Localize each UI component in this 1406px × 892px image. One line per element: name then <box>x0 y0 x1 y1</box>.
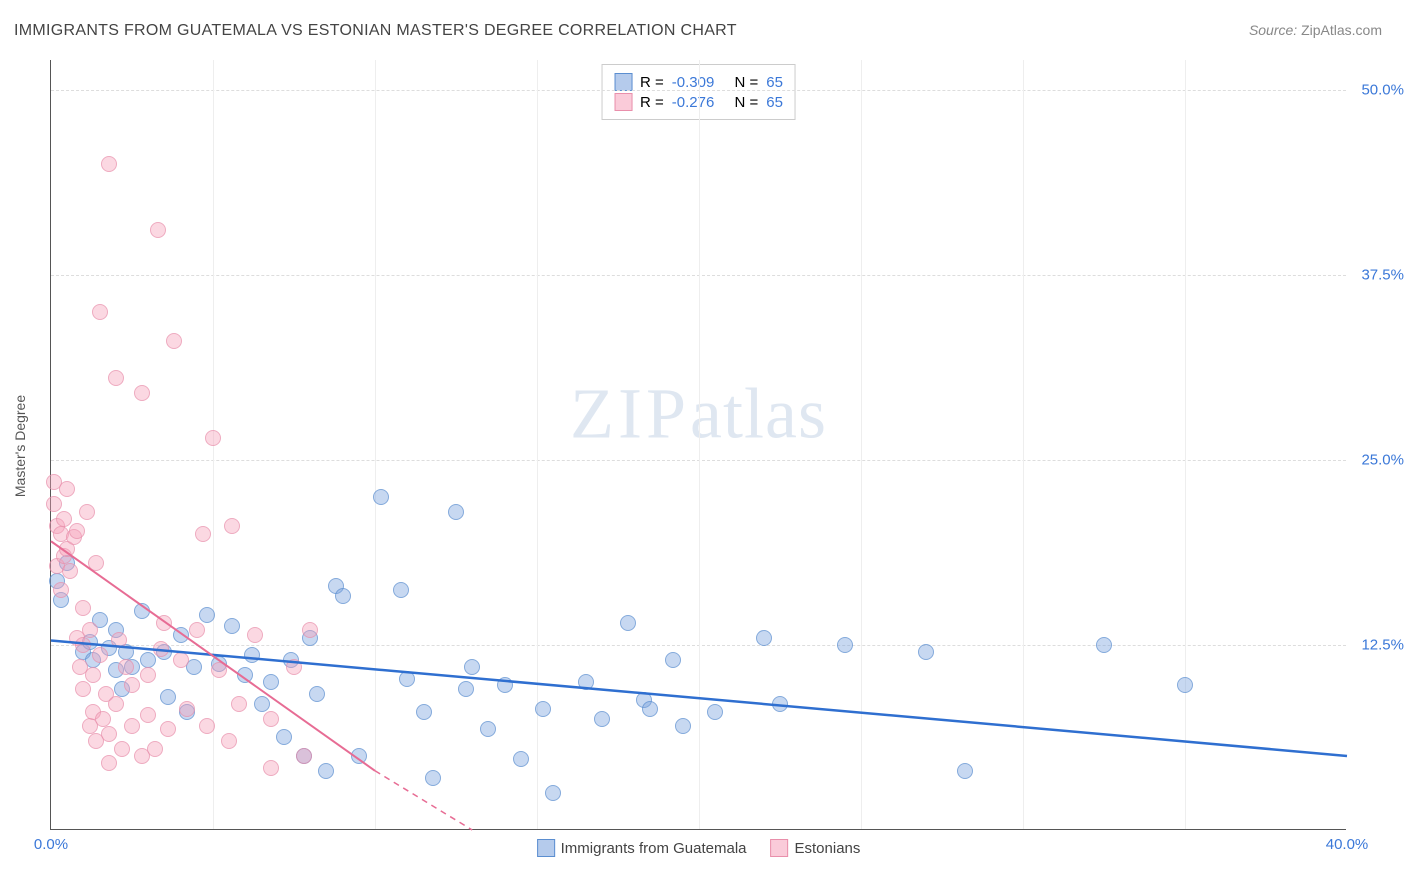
y-tick-label: 37.5% <box>1352 266 1404 283</box>
trend-lines <box>51 60 1347 830</box>
source-label: Source: <box>1249 22 1297 38</box>
y-tick-label: 25.0% <box>1352 451 1404 468</box>
y-tick-label: 12.5% <box>1352 636 1404 653</box>
swatch-bottom-1 <box>771 839 789 857</box>
legend-item-0: Immigrants from Guatemala <box>537 839 747 857</box>
legend-series: Immigrants from Guatemala Estonians <box>537 839 861 857</box>
x-tick-label: 40.0% <box>1326 836 1369 853</box>
legend-label-1: Estonians <box>795 840 861 857</box>
swatch-bottom-0 <box>537 839 555 857</box>
plot-area: ZIPatlas R = -0.309 N = 65 R = -0.276 N … <box>50 60 1346 830</box>
legend-item-1: Estonians <box>771 839 861 857</box>
source-attribution: Source: ZipAtlas.com <box>1249 22 1382 38</box>
chart-title: IMMIGRANTS FROM GUATEMALA VS ESTONIAN MA… <box>14 22 737 40</box>
y-axis-title: Master's Degree <box>12 395 28 497</box>
source-value: ZipAtlas.com <box>1301 22 1382 38</box>
legend-label-0: Immigrants from Guatemala <box>561 840 747 857</box>
y-tick-label: 50.0% <box>1352 81 1404 98</box>
chart-container: IMMIGRANTS FROM GUATEMALA VS ESTONIAN MA… <box>0 0 1406 892</box>
x-tick-label: 0.0% <box>34 836 68 853</box>
